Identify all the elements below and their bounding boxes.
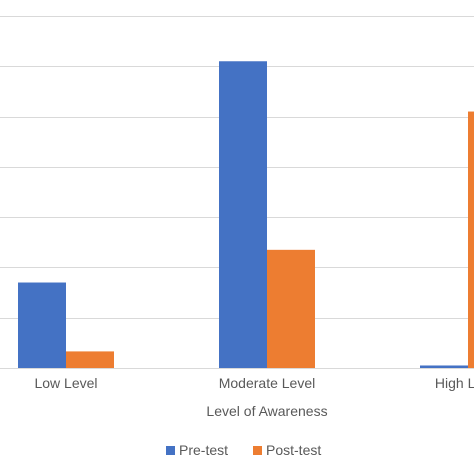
legend: Pre-test Post-test bbox=[166, 442, 321, 458]
bar-pre-test-high-level bbox=[420, 365, 468, 368]
bar-post-test-high-level bbox=[468, 111, 474, 369]
bar-pre-test-low-level bbox=[18, 282, 66, 368]
bar-post-test-low-level bbox=[66, 351, 114, 368]
legend-swatch bbox=[253, 446, 262, 455]
bars bbox=[18, 61, 474, 369]
x-tick-labels: Low Level Moderate Level High Level bbox=[34, 375, 474, 391]
legend-entry: Pre-test bbox=[179, 442, 228, 458]
legend-swatch bbox=[166, 446, 175, 455]
x-tick-label: Low Level bbox=[34, 375, 97, 391]
legend-entry: Post-test bbox=[266, 442, 321, 458]
x-tick-label: High Level bbox=[435, 375, 474, 391]
bar-pre-test-moderate-level bbox=[219, 61, 267, 368]
x-axis-title: Level of Awareness bbox=[206, 403, 327, 419]
bar-post-test-moderate-level bbox=[267, 249, 315, 368]
x-tick-label: Moderate Level bbox=[219, 375, 316, 391]
